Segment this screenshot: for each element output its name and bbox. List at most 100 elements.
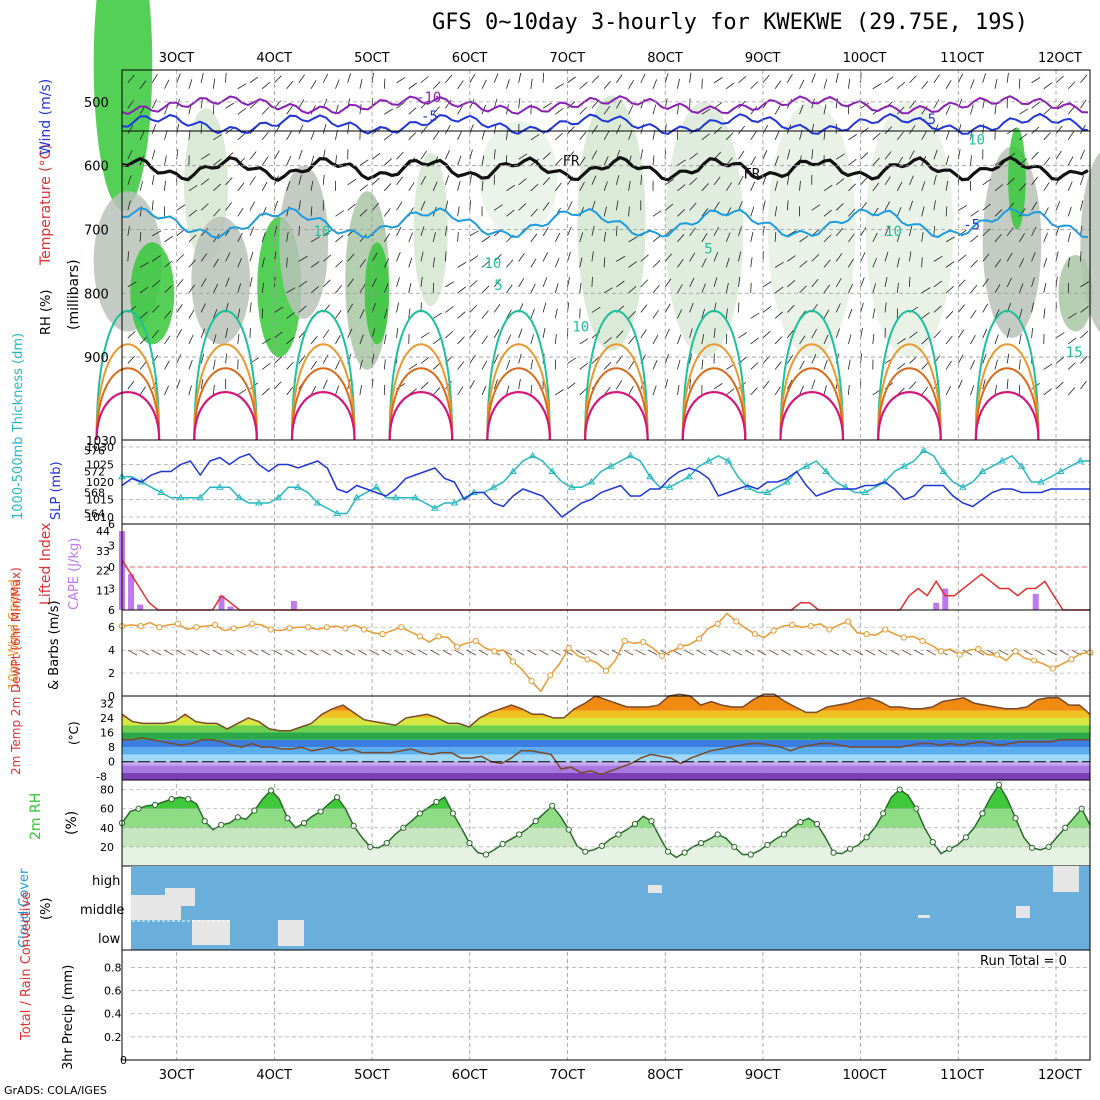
wind-barb — [994, 209, 1003, 217]
wind-barb — [506, 79, 510, 89]
wind-barb — [1006, 328, 1011, 339]
wind-barb — [567, 151, 575, 160]
wind-barb — [286, 80, 294, 90]
wind-barb — [188, 79, 193, 89]
wind-barb — [457, 130, 463, 140]
wind-barb — [347, 253, 355, 262]
wind-barb — [835, 153, 845, 160]
contour-label: FR — [743, 166, 760, 182]
surface-wind-barb — [1059, 649, 1070, 656]
wind-barb — [457, 181, 461, 191]
wind-barb — [445, 281, 455, 288]
isotherm-20 — [486, 343, 551, 441]
wind-barb — [677, 284, 683, 294]
wind-barb — [640, 254, 649, 262]
wind-barb — [1080, 330, 1089, 339]
wind-barb — [420, 276, 423, 287]
wind-barb — [188, 209, 197, 217]
wind-barb — [848, 258, 854, 268]
wind-barb — [396, 302, 399, 313]
wind-barb — [884, 151, 892, 160]
wind-barb — [444, 200, 449, 211]
wind-barb — [640, 329, 647, 339]
wind-barb — [970, 335, 976, 345]
wind-barb — [396, 151, 404, 160]
wind-barb — [982, 379, 986, 390]
wind-barb — [481, 260, 490, 268]
thickness-line-marker — [861, 488, 869, 495]
wind-speed-line-marker — [342, 625, 349, 632]
wind-barb — [787, 255, 796, 262]
surface-wind-barb — [853, 649, 864, 656]
wind-barb — [335, 360, 340, 370]
isotherm-minus10 — [121, 95, 1089, 116]
surface-wind-barb — [865, 649, 876, 656]
wind-speed-line-marker — [695, 635, 703, 642]
wind-barb — [359, 359, 363, 370]
wind-barb — [408, 363, 418, 370]
wind-barb — [188, 259, 196, 268]
precip-tick: 0.8 — [104, 961, 122, 974]
wind-barb — [1067, 312, 1077, 319]
wind-barb — [518, 379, 521, 390]
wind-barb — [774, 261, 784, 268]
wind-barb — [555, 83, 565, 90]
contour-label: 10 — [968, 133, 985, 149]
surface-wind-barb — [720, 649, 731, 656]
wind-barb — [1031, 126, 1040, 135]
wind-barb — [176, 354, 182, 364]
wind-barb — [164, 360, 170, 370]
wind-barb — [713, 251, 719, 262]
wind-barb — [457, 311, 466, 319]
wind-barb — [921, 257, 923, 268]
wind-barb — [750, 337, 759, 345]
wind-barb — [506, 334, 512, 345]
wind-barb — [994, 159, 1004, 166]
wind-barb — [420, 226, 425, 236]
wind-barb — [1055, 226, 1060, 236]
y-tick-label: 500 — [84, 96, 109, 111]
wind-barb — [554, 308, 558, 319]
wind-barb — [725, 182, 733, 192]
rh-line-marker — [664, 848, 672, 855]
wind-barb — [188, 334, 194, 345]
wind-barb — [750, 387, 758, 396]
wind-speed-line-marker — [714, 620, 721, 627]
surface-wind-barb — [127, 649, 138, 656]
wind-barb — [310, 335, 318, 345]
wind-barb — [774, 181, 778, 191]
surface-wind-barb — [236, 649, 247, 656]
wind-barb — [1080, 380, 1087, 390]
wind-barb — [591, 356, 600, 364]
wind-barb — [860, 252, 866, 262]
wind-barb — [359, 385, 363, 396]
wind-barb — [506, 259, 514, 268]
thickness-line-marker — [880, 478, 889, 485]
upper-air-panel: -10-5-5FRFR10-51051015105101050060070080… — [84, 0, 1100, 448]
wind-barb — [420, 100, 429, 109]
wind-barb — [176, 123, 180, 134]
wind-barb — [970, 210, 979, 217]
wind-barb — [151, 149, 156, 160]
wind-speed-line-marker — [453, 643, 461, 650]
wind-barb — [774, 206, 778, 217]
wind-barb — [383, 359, 386, 370]
wind-barb — [445, 99, 452, 109]
wind-barb — [933, 225, 935, 236]
wind-barb — [970, 104, 974, 115]
wind-barb — [322, 174, 325, 185]
isotherm-30 — [486, 391, 552, 441]
wind-barb — [396, 101, 405, 109]
wind-barb — [1031, 77, 1041, 84]
wind-barb — [371, 328, 376, 339]
wind-barb — [933, 149, 938, 160]
wind-barb — [579, 131, 587, 141]
wind-barb — [555, 132, 564, 141]
wind-barb — [616, 74, 623, 83]
wind-barb — [909, 200, 913, 211]
wind-barb — [298, 149, 303, 160]
cape-bar — [1032, 593, 1039, 610]
thickness-line-marker — [763, 488, 772, 495]
wind-barb — [1080, 175, 1085, 185]
precip-tick: 0.6 — [104, 985, 122, 998]
